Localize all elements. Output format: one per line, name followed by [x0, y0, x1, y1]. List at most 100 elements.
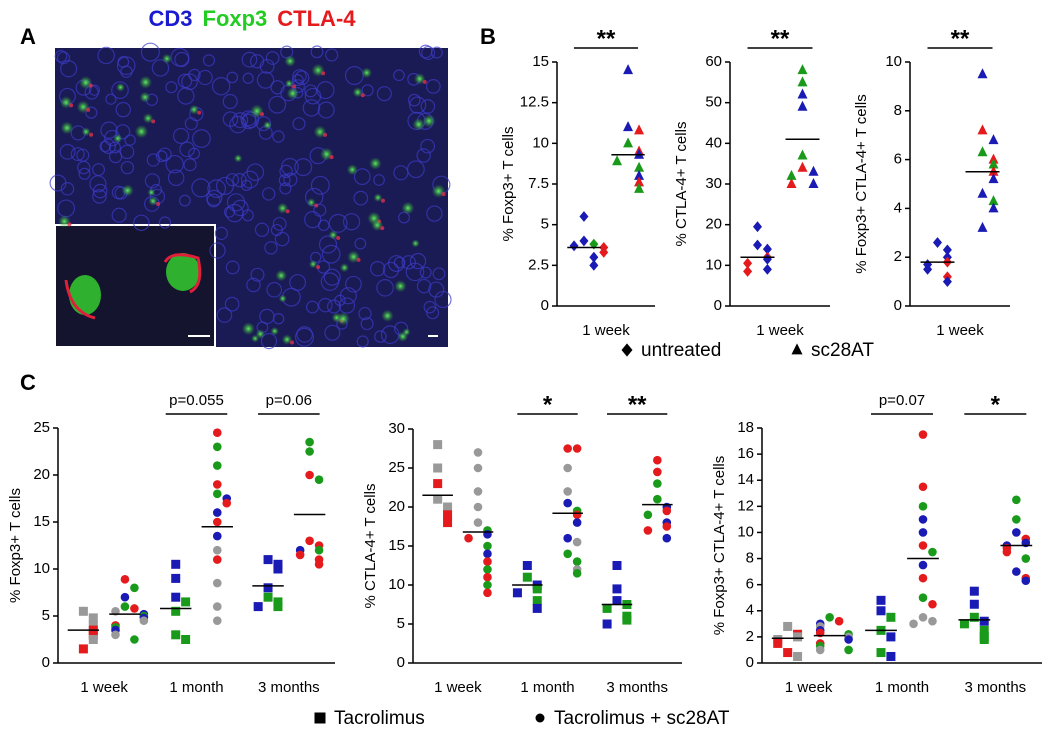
- point: [589, 251, 599, 263]
- significance-label: p=0.055: [169, 392, 224, 409]
- cell: [280, 157, 299, 176]
- cell: [119, 144, 135, 160]
- cell: [339, 287, 357, 305]
- foxp3-cell: [422, 114, 436, 128]
- cell: [374, 330, 387, 343]
- y-tick-label: 20: [705, 216, 722, 233]
- point: [222, 498, 232, 508]
- point: [1002, 547, 1012, 557]
- foxp3-cell: [401, 201, 415, 215]
- point: [909, 619, 918, 629]
- cell: [432, 267, 446, 281]
- y-tick-label: 15: [33, 513, 50, 530]
- point: [969, 586, 979, 596]
- cell: [279, 164, 293, 179]
- point: [88, 635, 98, 644]
- point: [181, 597, 191, 607]
- foxp3-cell: [148, 196, 158, 206]
- foxp3-cell: [346, 164, 358, 176]
- cell: [178, 194, 191, 207]
- y-tick-label: 2: [894, 248, 902, 265]
- x-tick-label: 3 months: [964, 679, 1026, 696]
- point: [1012, 567, 1021, 576]
- ctla4-spot: [285, 209, 290, 214]
- cell: [305, 300, 319, 314]
- significance-label: p=0.06: [266, 392, 312, 409]
- cell: [155, 150, 168, 163]
- point: [977, 187, 988, 198]
- point: [753, 239, 762, 251]
- ctla4-spot: [88, 83, 93, 88]
- point: [743, 257, 753, 269]
- point: [572, 518, 582, 527]
- point: [563, 549, 572, 559]
- point: [212, 517, 222, 527]
- panel-label: A: [20, 24, 36, 49]
- point: [78, 644, 88, 654]
- point: [599, 246, 609, 258]
- cell: [310, 45, 324, 59]
- foxp3-cell: [284, 55, 296, 67]
- cell: [216, 307, 233, 323]
- point: [572, 444, 582, 453]
- point: [918, 482, 928, 492]
- point: [78, 606, 88, 616]
- y-tick-label: 5: [541, 216, 549, 233]
- x-tick-label: 1 week: [80, 679, 128, 696]
- ctla4-spot: [356, 257, 361, 262]
- point: [622, 615, 632, 625]
- foxp3-cell: [397, 331, 409, 342]
- point: [623, 121, 634, 132]
- cell: [420, 138, 436, 154]
- point: [512, 588, 522, 598]
- point: [612, 561, 622, 570]
- cell: [321, 244, 341, 264]
- ctla4-spot: [360, 93, 365, 98]
- y-tick-label: 10: [737, 523, 754, 540]
- cell: [325, 48, 339, 62]
- foxp3-cell: [352, 87, 363, 98]
- point: [563, 444, 572, 453]
- stain-title: CD3 Foxp3 CTLA-4: [148, 6, 356, 31]
- cell: [294, 158, 313, 177]
- ctla4-spot: [380, 226, 385, 231]
- point: [171, 630, 181, 640]
- point: [969, 612, 979, 622]
- cell: [214, 226, 228, 240]
- ctla4-spot: [89, 132, 94, 137]
- point: [532, 596, 542, 606]
- point: [171, 573, 181, 583]
- cell: [111, 81, 129, 100]
- cell: [254, 222, 270, 237]
- cell: [313, 203, 327, 217]
- y-tick-label: 18: [737, 419, 754, 436]
- x-tick-label: 3 months: [258, 679, 320, 696]
- inset-cell: [166, 253, 200, 291]
- point: [120, 592, 130, 602]
- cell: [369, 261, 386, 277]
- point: [263, 592, 273, 602]
- foxp3-cell: [147, 188, 156, 197]
- foxp3-cell: [411, 239, 420, 248]
- y-tick-label: 0: [397, 654, 405, 671]
- x-tick-label: 3 months: [606, 679, 668, 696]
- point: [942, 244, 952, 256]
- point: [918, 541, 928, 550]
- cell: [304, 87, 322, 105]
- point: [662, 506, 672, 516]
- y-tick-label: 25: [388, 459, 405, 476]
- point: [171, 606, 181, 616]
- cell: [294, 70, 310, 86]
- point: [762, 264, 772, 275]
- y-tick-label: 8: [746, 550, 754, 567]
- foxp3-cell: [233, 154, 243, 163]
- point: [886, 632, 896, 642]
- legend-marker: [314, 712, 326, 724]
- point: [305, 437, 314, 447]
- stain-name: CD3: [148, 6, 192, 31]
- point: [433, 479, 443, 489]
- y-tick-label: 20: [33, 466, 50, 483]
- cell: [430, 46, 443, 59]
- cell: [54, 49, 68, 63]
- point: [473, 502, 483, 512]
